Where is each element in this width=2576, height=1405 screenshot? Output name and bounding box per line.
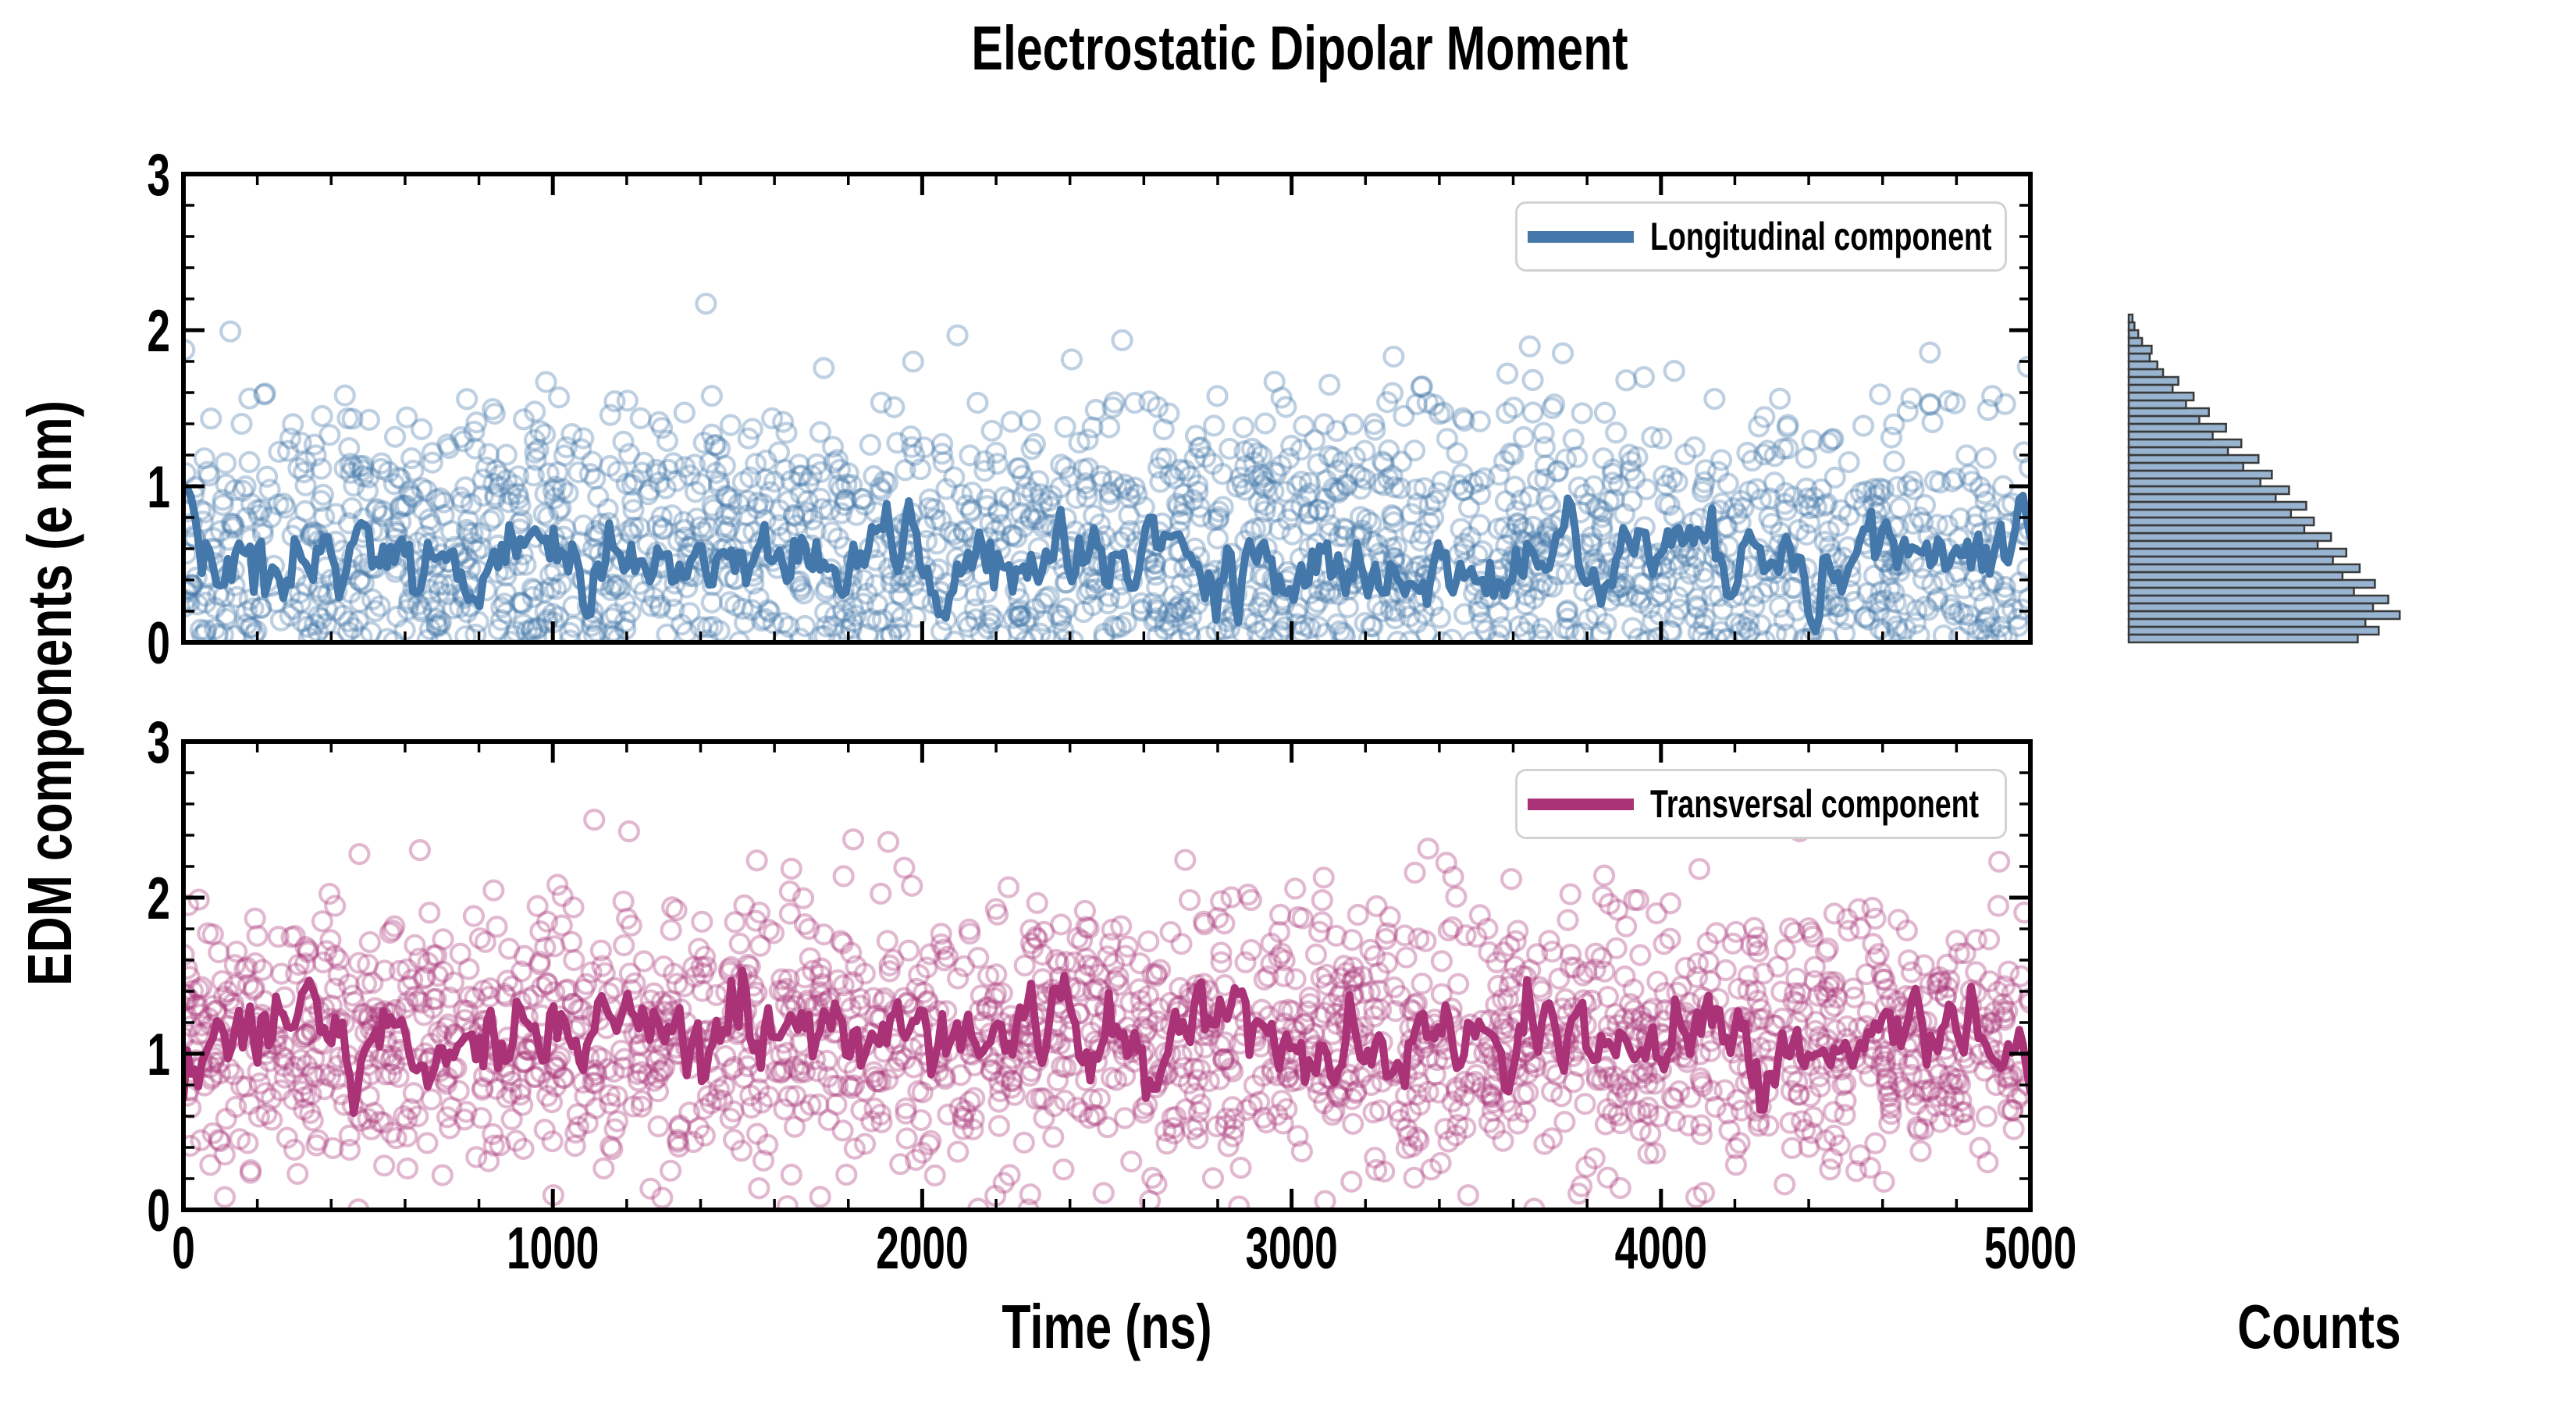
tick-label: 3000	[1245, 1215, 1337, 1282]
tick-label: 4000	[1615, 1215, 1707, 1282]
tick-label: 2000	[876, 1215, 968, 1282]
top-histogram-bars	[2127, 313, 2401, 644]
tick-label: 3	[147, 142, 170, 208]
tick-label: 1	[147, 1022, 170, 1088]
top-panel-line	[183, 482, 2030, 635]
legend-longitudinal: Longitudinal component	[1515, 201, 2007, 272]
tick-label: 5000	[1984, 1215, 2076, 1282]
top-histogram	[2127, 313, 2401, 644]
tick-label: 2	[147, 298, 170, 365]
legend-transversal: Transversal component	[1515, 769, 2007, 839]
counts-axis-label: Counts	[2237, 1292, 2401, 1361]
tick-label: 0	[147, 610, 170, 677]
bottom-panel-line	[183, 966, 2030, 1117]
top-panel: 0 1 2 3	[147, 142, 2033, 677]
legend-label-longitudinal: Longitudinal component	[1650, 215, 1992, 258]
chart-title: Electrostatic Dipolar Moment	[971, 13, 1628, 83]
legend-label-transversal: Transversal component	[1650, 782, 1979, 826]
legend-line-swatch-blue	[1528, 230, 1634, 243]
tick-label: 2	[147, 866, 170, 932]
tick-label: 3	[147, 710, 170, 776]
top-panel-scatter	[183, 292, 2030, 642]
tick-label: 1000	[507, 1215, 599, 1282]
y-axis-label: EDM components (e nm)	[15, 400, 84, 987]
tick-label: 1	[147, 454, 170, 521]
time-axis-label: Time (ns)	[1002, 1292, 1212, 1361]
tick-label: 0	[172, 1215, 195, 1282]
tick-label: 0	[147, 1178, 170, 1244]
legend-line-swatch-pink	[1528, 798, 1634, 810]
bottom-panel: 0 1 2 3 0 1000 2000 3000 4000 5000	[147, 710, 2076, 1282]
